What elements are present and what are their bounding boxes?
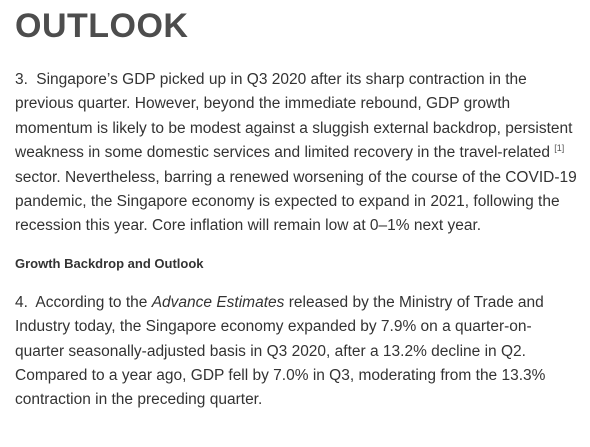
- subheading: Growth Backdrop and Outlook: [15, 255, 204, 271]
- paragraph-4: 4. According to the Advance Estimates re…: [15, 291, 580, 413]
- paragraph-text: According to the: [35, 293, 148, 311]
- section-heading: OUTLOOK: [15, 7, 189, 45]
- paragraph-text: Singapore’s GDP picked up in Q3 2020 aft…: [15, 71, 573, 162]
- paragraph-text-continued: released by the Ministry of Trade and In…: [15, 293, 546, 409]
- footnote-link[interactable]: [1]: [554, 143, 565, 154]
- paragraph-3: 3. Singapore’s GDP picked up in Q3 2020 …: [15, 68, 580, 239]
- paragraph-text-continued: sector. Nevertheless, barring a renewed …: [15, 168, 577, 235]
- italic-publication-title: Advance Estimates: [151, 293, 285, 311]
- paragraph-number: 3.: [15, 71, 28, 88]
- paragraph-number: 4.: [15, 293, 28, 311]
